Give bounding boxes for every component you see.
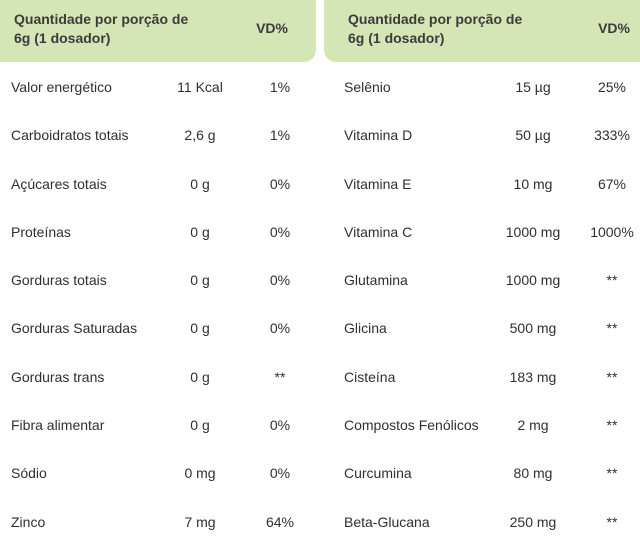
nutrient-vd: 1000% [590, 223, 634, 240]
nutrient-vd: 1% [269, 79, 291, 95]
nutrient-name: Fibra alimentar [11, 417, 105, 434]
nutrient-amount: 2,6 g [184, 127, 216, 144]
nutrient-vd: 0% [269, 272, 291, 289]
header-vd-label: VD% [256, 20, 288, 36]
table-row: Glicina 500 mg ** [324, 303, 640, 351]
nutrient-amount: 0 g [190, 417, 210, 434]
nutrient-amount: 0 g [190, 272, 210, 289]
nutrient-name: Valor energético [11, 79, 112, 95]
nutrient-name: Vitamina E [344, 175, 412, 192]
nutrient-name: Açúcares totais [11, 175, 107, 192]
nutrient-vd: 0% [269, 320, 291, 337]
table-row: Sódio 0 mg 0% [0, 448, 316, 496]
nutrient-vd: 1% [269, 127, 291, 144]
header-serving-title: Quantidade por porção de 6g (1 dosador) [348, 11, 523, 46]
nutrient-name: Glutamina [344, 272, 408, 289]
table-row: Vitamina D 50 µg 333% [324, 110, 640, 158]
nutrient-name: Proteínas [11, 223, 71, 240]
nutrient-name: Beta-Glucana [344, 513, 430, 530]
table-body: Selênio 15 µg 25% Vitamina D 50 µg 333% Vita… [324, 62, 640, 545]
table-row: Valor energético 11 Kcal 1% [0, 62, 316, 110]
nutrient-vd: 0% [269, 175, 291, 192]
nutrient-amount: 0 g [190, 175, 210, 192]
nutrient-amount: 0 g [190, 320, 210, 337]
table-row: Cisteína 183 mg ** [324, 352, 640, 400]
nutrient-name: Curcumina [344, 465, 412, 482]
table-row: Carboidratos totais 2,6 g 1% [0, 110, 316, 158]
table-row: Açúcares totais 0 g 0% [0, 159, 316, 207]
nutrient-amount: 11 Kcal [177, 79, 223, 95]
nutrient-amount: 250 mg [509, 513, 557, 530]
table-row: Beta-Glucana 250 mg ** [324, 497, 640, 545]
nutrient-vd: 25% [597, 79, 627, 95]
nutrient-vd: 0% [269, 417, 291, 434]
nutrient-name: Sódio [11, 465, 47, 482]
nutrient-vd: ** [606, 465, 618, 482]
nutrient-name: Gorduras trans [11, 368, 105, 385]
table-row: Glutamina 1000 mg ** [324, 255, 640, 303]
table-row: Proteínas 0 g 0% [0, 207, 316, 255]
nutrient-amount: 7 mg [184, 513, 216, 530]
nutrient-name: Compostos Fenólicos [344, 417, 479, 434]
nutrient-name: Gorduras Saturadas [11, 320, 138, 337]
nutrient-vd: ** [274, 368, 286, 385]
table-row: Fibra alimentar 0 g 0% [0, 400, 316, 448]
table-row: Gorduras totais 0 g 0% [0, 255, 316, 303]
nutrient-amount: 2 mg [517, 417, 549, 434]
nutrient-amount: 1000 mg [505, 223, 561, 240]
nutrient-vd: ** [606, 320, 618, 337]
nutrient-vd: ** [606, 368, 618, 385]
nutrient-name: Carboidratos totais [11, 127, 129, 144]
table-row: Zinco 7 mg 64% [0, 497, 316, 545]
nutrient-vd: ** [606, 513, 618, 530]
nutrition-table-right: Quantidade por porção de 6g (1 dosador) … [324, 0, 640, 552]
table-row: Curcumina 80 mg ** [324, 448, 640, 496]
nutrient-vd: ** [606, 417, 618, 434]
nutrient-amount: 0 mg [184, 465, 216, 482]
nutrient-name: Gorduras totais [11, 272, 107, 289]
nutrient-vd: 0% [269, 465, 291, 482]
table-header: Quantidade por porção de 6g (1 dosador) … [324, 0, 640, 62]
table-row: Vitamina C 1000 mg 1000% [324, 207, 640, 255]
table-row: Gorduras trans 0 g ** [0, 352, 316, 400]
nutrient-amount: 500 mg [509, 320, 557, 337]
nutrient-vd: 67% [597, 175, 627, 192]
header-serving-title: Quantidade por porção de 6g (1 dosador) [14, 11, 189, 46]
table-body: Valor energético 11 Kcal 1% Carboidratos t… [0, 62, 316, 545]
nutrient-name: Selênio [344, 79, 391, 95]
nutrient-amount: 0 g [190, 223, 210, 240]
nutrient-name: Vitamina C [344, 223, 413, 240]
nutrient-name: Vitamina D [344, 127, 413, 144]
nutrient-amount: 50 µg [515, 127, 551, 144]
nutrient-amount: 80 mg [513, 465, 553, 482]
table-row: Compostos Fenólicos 2 mg ** [324, 400, 640, 448]
nutrient-amount: 10 mg [513, 175, 553, 192]
nutrient-vd: ** [606, 272, 618, 289]
nutrient-name: Glicina [344, 320, 387, 337]
table-row: Gorduras Saturadas 0 g 0% [0, 303, 316, 351]
nutrient-name: Zinco [11, 513, 46, 530]
nutrient-amount: 1000 mg [505, 272, 561, 289]
header-vd-label: VD% [598, 20, 630, 36]
nutrient-amount: 0 g [190, 368, 210, 385]
table-row: Selênio 15 µg 25% [324, 62, 640, 110]
nutrition-table-left: Quantidade por porção de 6g (1 dosador) … [0, 0, 316, 552]
nutrient-name: Cisteína [344, 368, 396, 385]
nutrient-amount: 183 mg [509, 368, 557, 385]
table-row: Vitamina E 10 mg 67% [324, 159, 640, 207]
nutrient-vd: 333% [594, 127, 630, 144]
nutrient-amount: 15 µg [515, 79, 551, 95]
table-header: Quantidade por porção de 6g (1 dosador) … [0, 0, 316, 62]
nutrient-vd: 0% [269, 223, 291, 240]
nutrient-vd: 64% [265, 513, 295, 530]
